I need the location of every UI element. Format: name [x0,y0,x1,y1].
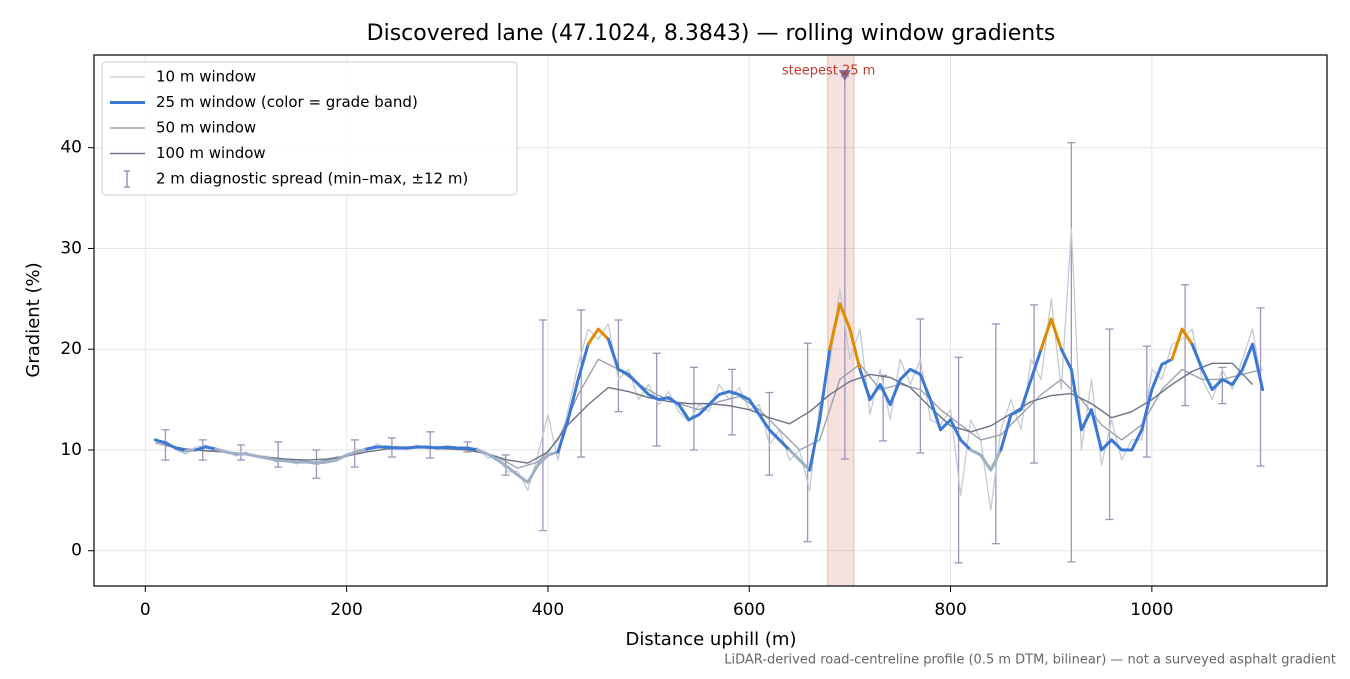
series-line-segment [1170,327,1194,361]
legend-label: 25 m window (color = grade band) [156,93,418,111]
series-line-segment [858,367,973,452]
series-line-segment [1190,342,1265,392]
spread-bar [538,319,547,532]
y-axis-label: Gradient (%) [23,262,44,377]
spread-bar [577,309,586,458]
legend-box [101,61,518,196]
spread-bar [426,431,435,459]
spread-bar [1105,328,1114,521]
series-line-segment [586,327,610,346]
series-line-segment [194,445,218,452]
footnote: LiDAR-derived road-centreline profile (0… [724,653,1336,668]
spread-bar [1067,142,1076,563]
y-tick-label: 40 [60,138,82,158]
series-line-segment [999,347,1043,452]
series-line-segment [1059,347,1174,452]
spread-bar [954,356,963,564]
legend-label: 10 m window [156,68,256,86]
x-tick-label: 800 [934,600,966,620]
spread-bar [236,444,245,461]
spread-bar [916,318,925,454]
series-line-segment [214,447,369,465]
x-axis-label: Distance uphill (m) [626,629,797,650]
steepest-span [827,54,855,587]
series-line-segment [475,448,560,484]
series-line-segment [1039,317,1063,351]
y-tick-label: 0 [71,541,82,561]
steepest-marker [838,70,851,82]
legend: 10 m window 25 m window (color = grade ba… [101,61,518,196]
x-tick-label: 1000 [1130,600,1173,620]
spread-bar [1030,304,1039,464]
legend-label: 100 m window [156,144,266,162]
spread-bar [991,323,1000,545]
x-tick-label: 600 [733,600,765,620]
legend-label: 50 m window [156,119,256,137]
series-line-segment [606,337,792,452]
series-line-segment [365,445,479,452]
chart-title: Discovered lane (47.1024, 8.3843) — roll… [367,21,1056,46]
spread-bar [274,441,283,468]
plot-frame [93,54,1328,587]
spread-bar [728,368,737,436]
y-tick-label: 30 [60,238,82,258]
series-line-segment [808,347,832,472]
legend-swatch [124,170,130,188]
spread-bar [1218,366,1227,405]
series-line-segment [184,448,198,453]
y-tick-label: 20 [60,339,82,359]
series-line-segment [153,438,188,453]
x-tick-label: 400 [532,600,564,620]
spread-bar [765,391,774,476]
x-tick-label: 200 [330,600,362,620]
series-line-segment [788,448,812,472]
y-tick-label: 10 [60,440,82,460]
x-tick-label: 0 [140,600,151,620]
series-line-segment [556,342,590,454]
steepest-label: steepest 25 m [782,64,875,79]
series-line-segment [828,302,862,371]
spread-bar [803,342,812,543]
legend-label: 2 m diagnostic spread (min–max, ±12 m) [156,170,468,188]
series-line-segment [969,448,1003,472]
spread-bar [1181,284,1190,407]
